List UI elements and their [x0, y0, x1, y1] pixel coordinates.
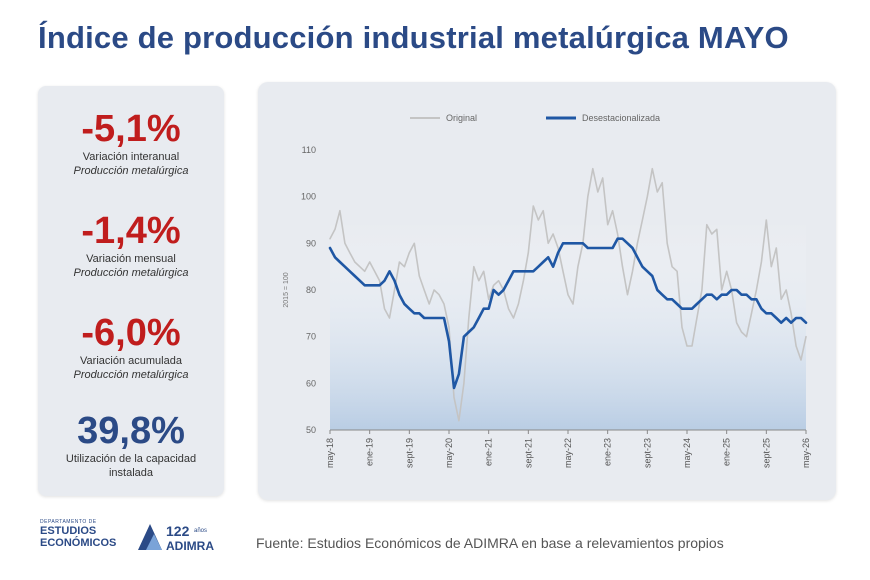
kpi-capacity: 39,8% Utilización de la capacidad instal… [38, 410, 224, 480]
estudios-economicos-logo: DEPARTAMENTO DE ESTUDIOS ECONÓMICOS [40, 519, 130, 549]
kpi-interannual: -5,1% Variación interanual Producción me… [38, 108, 224, 178]
plot-area-shading [330, 220, 806, 430]
kpi-value: -1,4% [81, 210, 181, 252]
y-tick-label: 110 [302, 145, 316, 155]
y-tick-label: 50 [306, 425, 316, 435]
x-tick-label: may-24 [682, 438, 692, 468]
series-line-seasonal [328, 237, 808, 390]
y-axis-label: 2015 = 100 [283, 272, 290, 307]
logo-line2: ECONÓMICOS [40, 537, 117, 549]
x-tick-label: may-26 [801, 438, 811, 468]
x-tick-label: sept-23 [642, 438, 652, 468]
y-tick-label: 80 [306, 285, 316, 295]
kpi-label: Utilización de la capacidad [65, 453, 197, 465]
source-note: Fuente: Estudios Económicos de ADIMRA en… [256, 535, 724, 551]
x-tick-label: sept-21 [523, 438, 533, 468]
adimra-years-word: años [194, 528, 207, 534]
page-title: Índice de producción industrial metalúrg… [38, 20, 789, 55]
kpi-sublabel: Producción metalúrgica [73, 369, 189, 381]
kpi-sublabel: Producción metalúrgica [73, 165, 189, 177]
x-tick-label: may-22 [563, 438, 573, 468]
kpi-label: Variación acumulada [80, 355, 182, 367]
y-tick-label: 60 [306, 378, 316, 388]
logo-line1: ESTUDIOS [40, 525, 97, 537]
kpi-sublabel: instalada [108, 467, 154, 479]
series-line-original [329, 167, 807, 422]
adimra-name: ADIMRA [166, 539, 214, 553]
kpi-label: Variación mensual [86, 253, 176, 265]
chart-panel: 50 60 70 80 90 100 110 2015 = 100 may-18 ene-19 se… [258, 82, 836, 500]
y-tick-label: 100 [301, 192, 316, 202]
x-tick-label: ene-25 [722, 438, 732, 466]
x-tick-label: may-18 [325, 438, 335, 468]
line-chart: 50 60 70 80 90 100 110 2015 = 100 may-18 ene-19 se… [283, 113, 811, 468]
kpi-value: 39,8% [77, 410, 185, 452]
kpi-value: -6,0% [81, 312, 181, 354]
legend-label: Desestacionalizada [582, 113, 660, 123]
kpi-monthly: -1,4% Variación mensual Producción metal… [38, 210, 224, 280]
logo-small-text: DEPARTAMENTO DE [40, 519, 97, 525]
adimra-logo: 122 años ADIMRA [138, 523, 214, 553]
kpi-sublabel: Producción metalúrgica [73, 267, 189, 279]
x-tick-label: sept-25 [761, 438, 771, 468]
adimra-years: 122 [166, 523, 190, 539]
kpi-label: Variación interanual [82, 151, 180, 163]
kpi-panel: -5,1% Variación interanual Producción me… [38, 86, 224, 496]
x-tick-label: ene-23 [603, 438, 613, 466]
x-tick-label: may-20 [444, 438, 454, 468]
x-tick-label: sept-19 [404, 438, 414, 468]
kpi-value: -5,1% [81, 108, 181, 150]
legend-label: Original [446, 113, 477, 123]
y-tick-label: 70 [306, 332, 316, 342]
y-tick-label: 90 [306, 238, 316, 248]
x-tick-label: ene-19 [365, 438, 375, 466]
adimra-mark-accent-icon [146, 534, 162, 550]
kpi-accumulated: -6,0% Variación acumulada Producción met… [38, 312, 224, 382]
x-tick-label: ene-21 [484, 438, 494, 466]
